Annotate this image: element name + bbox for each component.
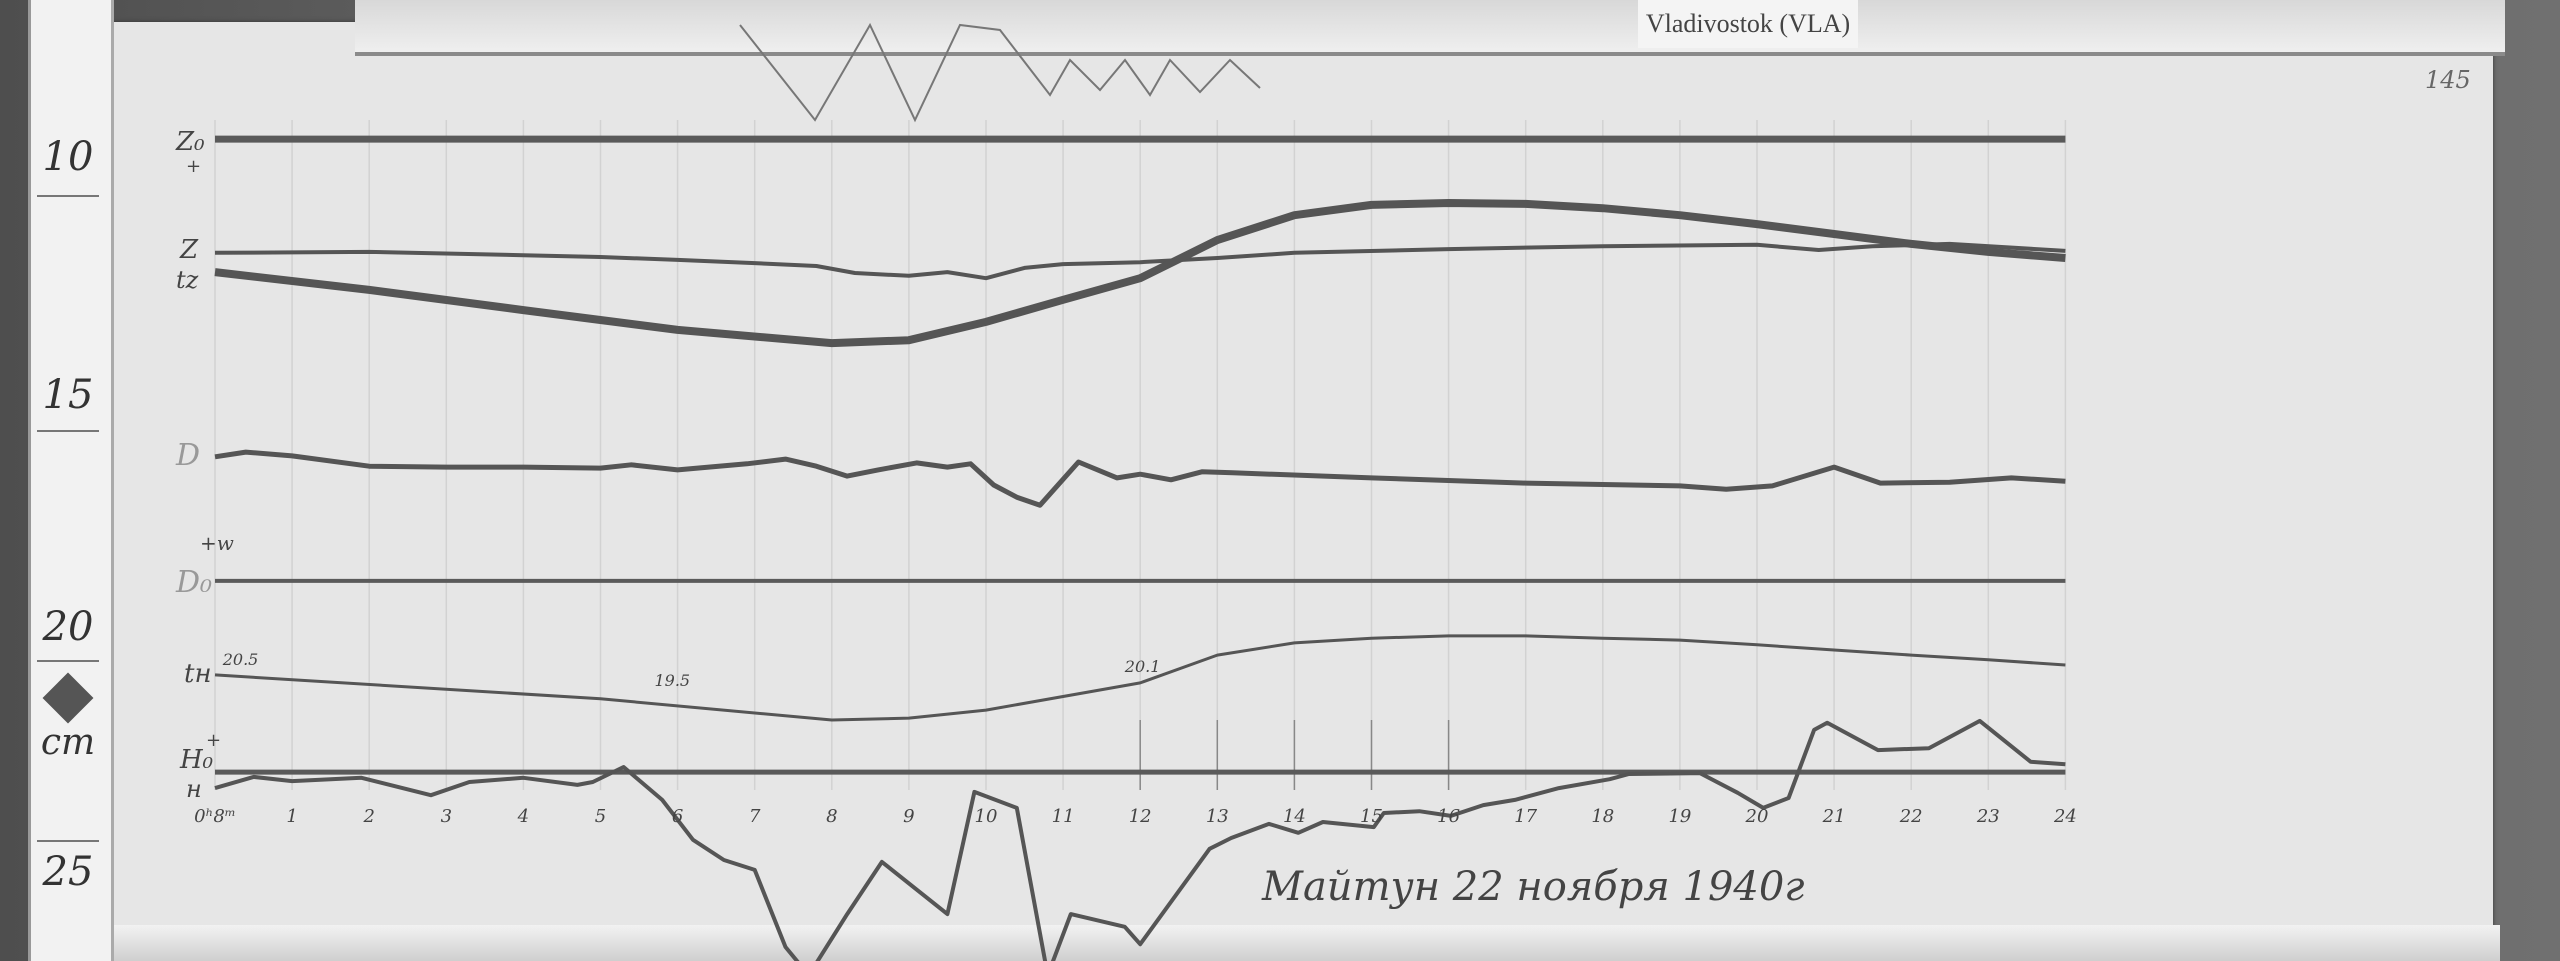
- previous-sheet-trace: [739, 22, 1261, 123]
- trace-annotation: 20.1: [1124, 657, 1161, 676]
- x-tick-label: 0ʰ8ᵐ: [194, 806, 236, 827]
- overlapping-sheet-strip: [355, 0, 2505, 56]
- hour-tick-labels: 0ʰ8ᵐ 1 2 3 4 5 6 7 8 9 10 11 12 13 14 15 16 17 18 19 20 21 22 2…: [194, 806, 2077, 827]
- x-tick-label: 22: [1899, 806, 1923, 827]
- x-tick-label: 21: [1822, 806, 1846, 827]
- trace-tz: [214, 199, 2066, 348]
- sheet-number: 145: [2425, 66, 2471, 94]
- x-tick-label: 17: [1514, 806, 1537, 827]
- trace-H: [214, 718, 2066, 961]
- ruler-unit: cm: [40, 722, 96, 763]
- label-H0: H₀: [179, 745, 214, 775]
- x-tick-label: 15: [1360, 806, 1383, 827]
- x-tick-label: 2: [362, 806, 374, 827]
- x-tick-label: 5: [595, 806, 606, 827]
- trace-annotation: 20.5: [222, 650, 259, 669]
- x-tick-label: 14: [1283, 806, 1306, 827]
- hour-gridlines: [214, 120, 2067, 790]
- x-tick-label: 7: [749, 806, 761, 827]
- bottom-paper-edge: [90, 925, 2500, 961]
- x-tick-label: 1: [286, 806, 297, 827]
- ruler-label-15: 15: [37, 195, 99, 432]
- x-tick-label: 11: [1052, 806, 1075, 827]
- baselines: [215, 135, 2066, 775]
- trace-labels: Z₀ + Z tz D +w D₀ tн + H₀ н: [175, 127, 234, 803]
- x-tick-label: 16: [1437, 806, 1460, 827]
- x-tick-label: 10: [975, 806, 998, 827]
- traces: [214, 199, 2066, 961]
- cm-ruler: 10 15 20 cm 25: [28, 0, 114, 961]
- ruler-label-20: 20: [37, 430, 99, 662]
- magnetogram-sheet: [108, 22, 2493, 940]
- label-Z0-sign: +: [186, 156, 201, 177]
- x-tick-label: 4: [517, 806, 529, 827]
- label-H0-sign: +: [206, 730, 221, 751]
- x-tick-label: 3: [441, 806, 452, 827]
- trace-annotation: 19.5: [654, 671, 690, 690]
- trace-D: [214, 449, 2066, 508]
- trace-Z: [214, 241, 2066, 281]
- x-tick-label: 20: [1745, 806, 1769, 827]
- label-tn: tн: [184, 659, 212, 689]
- trace-tn: [214, 634, 2066, 722]
- label-tz: tz: [176, 266, 199, 294]
- x-tick-label: 19: [1668, 806, 1691, 827]
- label-D0-sign: +w: [200, 531, 234, 555]
- x-tick-label: 8: [826, 806, 837, 827]
- x-tick-label: 23: [1976, 806, 2000, 827]
- x-tick-label: 12: [1129, 806, 1152, 827]
- chart-caption: Майтун 22 ноября 1940г: [1261, 864, 1805, 910]
- x-tick-label: 24: [2053, 806, 2077, 827]
- label-Z: Z: [179, 235, 199, 265]
- annotations: 20.5 19.5 20.1: [222, 650, 1161, 690]
- x-tick-label: 6: [672, 806, 683, 827]
- label-D0: D₀: [175, 565, 212, 600]
- label-Z0: Z₀: [175, 127, 205, 157]
- label-H: н: [186, 775, 202, 803]
- x-tick-label: 13: [1206, 806, 1229, 827]
- label-D: D: [175, 438, 200, 473]
- x-tick-label: 9: [903, 806, 914, 827]
- ruler-label-10: 10: [37, 120, 99, 197]
- station-label: Vladivostok (VLA): [1638, 0, 1858, 48]
- ruler-cell-cm: cm: [37, 660, 99, 900]
- x-tick-label: 18: [1591, 806, 1614, 827]
- ruler-label-25: 25: [37, 840, 99, 902]
